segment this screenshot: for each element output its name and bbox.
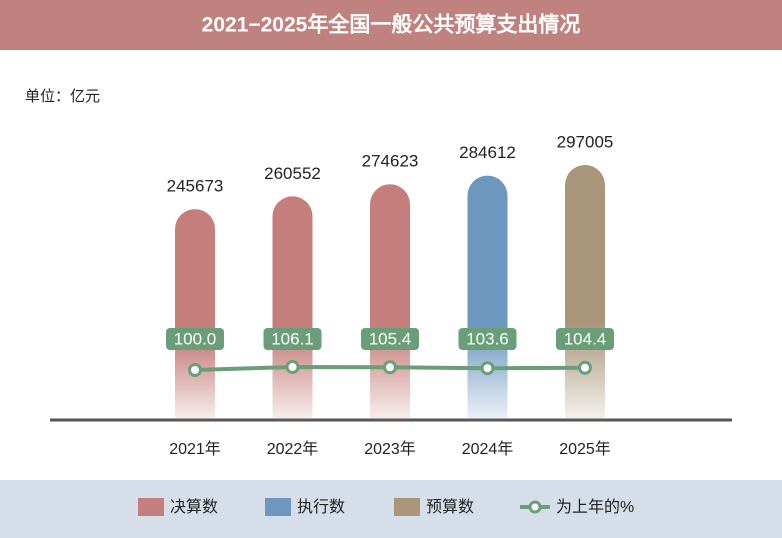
x-tick-label: 2025年	[559, 440, 611, 458]
line-marker	[578, 360, 592, 375]
value-label: 103.6	[466, 329, 509, 348]
line-marker	[188, 363, 202, 377]
x-tick-label: 2021年	[169, 440, 221, 458]
x-tick-label: 2024年	[462, 440, 514, 458]
legend-label: 为上年的%	[556, 498, 634, 516]
unit-label: 单位：亿元	[25, 88, 100, 105]
value-label-box	[458, 328, 517, 350]
value-label: 297005	[557, 132, 614, 151]
value-label-box	[263, 328, 322, 350]
line-marker	[480, 361, 495, 376]
value-label-box	[361, 328, 419, 350]
bar	[272, 196, 313, 420]
legend-swatch	[138, 498, 164, 516]
x-tick-label: 2023年	[364, 440, 416, 458]
value-label: 260552	[264, 164, 321, 183]
legend-label: 执行数	[297, 498, 345, 516]
value-label: 106.1	[271, 329, 314, 348]
legend-band	[0, 480, 782, 538]
legend-label: 决算数	[170, 497, 218, 516]
chart-title: 2021−2025年全国一般公共预算支出情况	[202, 13, 581, 37]
bar	[565, 165, 605, 420]
value-label: 104.4	[564, 329, 607, 348]
line-marker	[383, 360, 397, 375]
value-label: 284612	[459, 143, 516, 162]
title-bar	[0, 0, 782, 50]
bar	[370, 184, 410, 420]
value-label: 105.4	[369, 329, 412, 348]
bar	[175, 209, 215, 420]
value-label: 245673	[167, 177, 224, 196]
legend-swatch	[265, 498, 291, 516]
legend-swatch	[394, 498, 420, 516]
x-tick-label: 2022年	[267, 440, 319, 458]
legend-swatch	[528, 500, 542, 514]
legend-label: 预算数	[426, 497, 474, 516]
bar	[467, 175, 508, 420]
value-label-box	[556, 328, 614, 350]
value-label-box	[166, 328, 224, 350]
value-label: 274623	[362, 152, 419, 171]
line-marker	[285, 359, 300, 374]
value-label: 100.0	[174, 329, 217, 348]
